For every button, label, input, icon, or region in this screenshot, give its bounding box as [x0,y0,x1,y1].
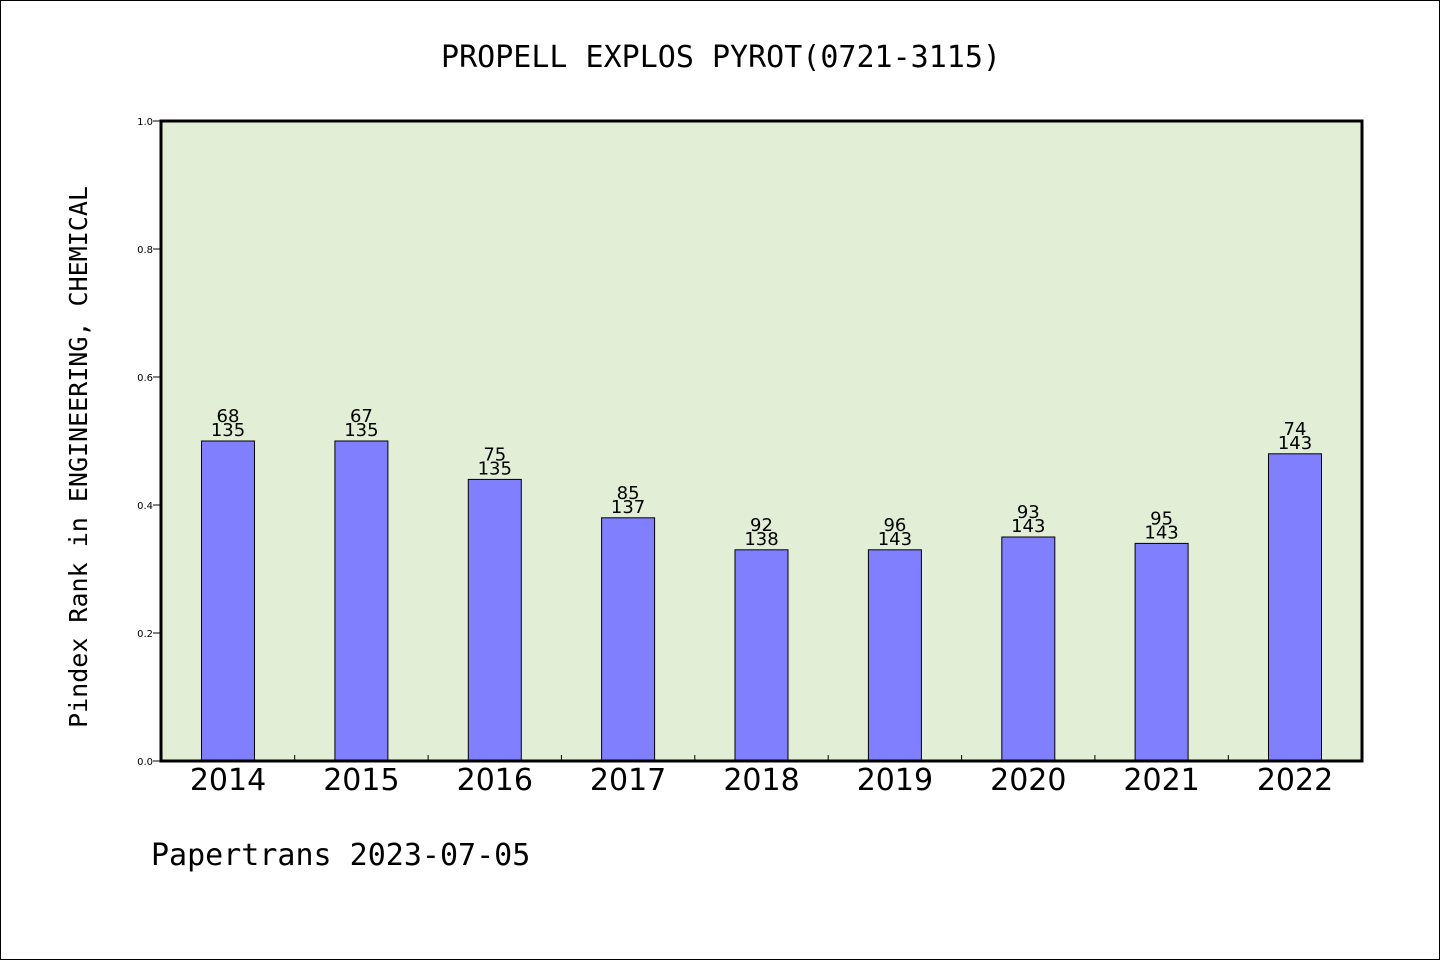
y-tick-label-0.2: 0.2 [137,629,153,640]
footer-text: Papertrans 2023-07-05 [151,838,530,873]
bar-2014 [201,440,255,762]
bar-2022 [1268,453,1322,762]
x-tick-label-2014: 2014 [190,763,266,798]
bar-label-total-2018: 138 [744,529,778,550]
chart-title: PROPELL EXPLOS PYROT(0721-3115) [441,40,1001,75]
bar-2019 [867,549,922,762]
bar-label-total-2015: 135 [344,420,378,441]
bar-2016 [467,478,522,762]
bar-label-total-2016: 135 [478,458,512,479]
y-tick-label-0.0: 0.0 [137,757,153,768]
bar-label-rank-2017: 85 [617,483,640,504]
y-tick-label-0.8: 0.8 [137,245,153,256]
x-tick-label-2022: 2022 [1257,763,1333,798]
plot-frame [159,119,1364,763]
bar-label-rank-2014: 68 [217,406,240,427]
bar-label-rank-2020: 93 [1017,502,1040,523]
bar-label-rank-2018: 92 [750,515,773,536]
x-tick-label-2016: 2016 [457,763,533,798]
bar-label-total-2014: 135 [211,420,245,441]
y-tick-label-1.0: 1.0 [137,117,153,128]
x-tick-label-2017: 2017 [590,763,666,798]
x-tick-label-2021: 2021 [1123,763,1199,798]
bar-label-rank-2021: 95 [1150,508,1173,529]
bar-label-rank-2015: 67 [350,406,373,427]
bar-label-rank-2016: 75 [483,444,506,465]
bar-2018 [734,549,789,762]
bar-label-total-2017: 137 [611,497,645,518]
y-tick-label-0.4: 0.4 [137,501,153,512]
bar-2015 [334,440,389,762]
x-tick-label-2020: 2020 [990,763,1066,798]
bar-label-rank-2022: 74 [1284,419,1307,440]
ticks-layer: 2014 2015 2016 2017 2018 2019 2020 2021 2022 0.0 0… [137,117,1333,798]
x-tick-label-2018: 2018 [723,763,799,798]
bar-2020 [1001,536,1056,762]
bar-label-total-2019: 143 [878,529,912,550]
bar-label-total-2022: 143 [1278,433,1312,454]
bar-2021 [1134,542,1189,762]
y-tick-label-0.6: 0.6 [137,373,153,384]
bar-label-rank-2019: 96 [883,515,906,536]
bar-label-total-2020: 143 [1011,516,1045,537]
bar-label-total-2021: 143 [1144,522,1178,543]
x-tick-label-2015: 2015 [323,763,399,798]
y-axis-label: Pindex Rank in ENGINEERING, CHEMICAL [64,186,93,728]
bar-2017 [601,517,656,762]
x-tick-label-2019: 2019 [857,763,933,798]
